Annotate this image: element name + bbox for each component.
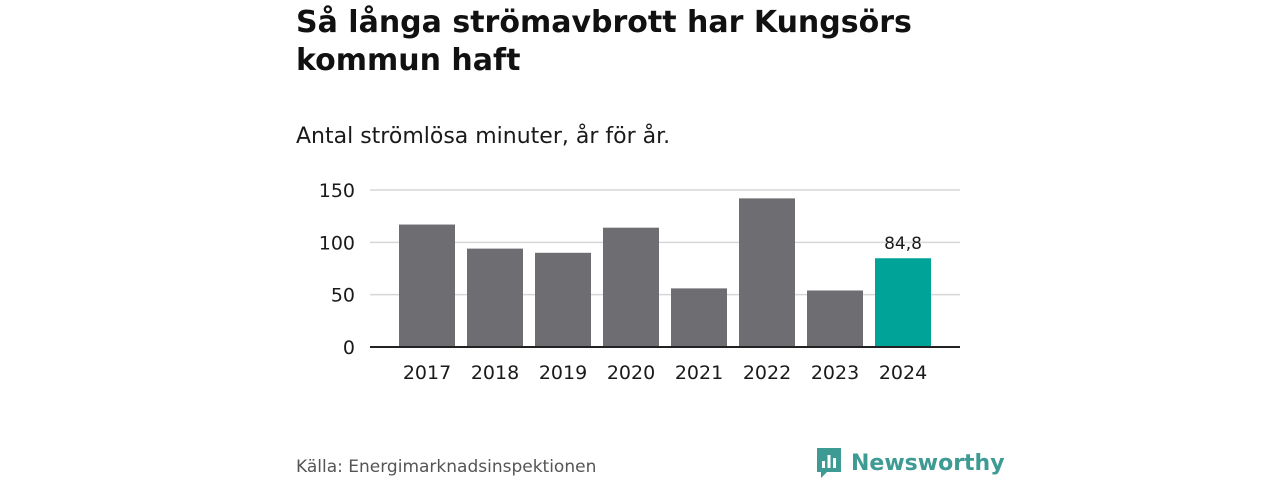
newsworthy-logo-icon [817,448,841,478]
chart-subtitle: Antal strömlösa minuter, år för år. [296,124,671,149]
x-tick-label: 2017 [403,362,451,384]
gridlines [370,189,960,296]
bars [399,198,931,347]
bar-2018 [467,248,523,347]
x-tick-label: 2018 [471,362,519,384]
bar-2024 [875,258,931,347]
y-tick-label: 0 [343,337,355,359]
bar-2023 [807,290,863,347]
x-tick-label: 2020 [607,362,655,384]
bar-2020 [603,227,659,347]
bar-2019 [535,252,591,347]
y-tick-label: 150 [319,180,355,202]
data-label-2024: 84,8 [884,234,922,254]
source-note: Källa: Energimarknadsinspektionen [296,457,597,477]
y-tick-label: 50 [331,285,355,307]
data-labels: 84,8 [884,234,922,254]
bar-2017 [399,224,455,347]
y-axis-labels: 0 50 100 150 [319,180,355,359]
x-tick-label: 2024 [879,362,927,384]
x-axis-labels: 2017 2018 2019 2020 2021 2022 2023 2024 [403,362,927,384]
y-tick-label: 100 [319,232,355,254]
x-tick-label: 2022 [743,362,791,384]
x-tick-label: 2019 [539,362,587,384]
chart-title: Så långa strömavbrott har Kungsörs kommu… [296,5,912,78]
x-tick-label: 2023 [811,362,859,384]
bar-2021 [671,288,727,347]
brand: Newsworthy [815,446,1005,480]
x-tick-label: 2021 [675,362,723,384]
brand-name: Newsworthy [851,450,1005,476]
bar-2022 [739,198,795,347]
